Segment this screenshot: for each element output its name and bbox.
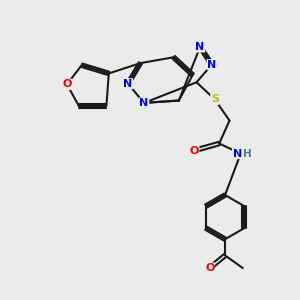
Text: H: H [243, 148, 252, 158]
Text: N: N [232, 148, 242, 158]
Text: S: S [211, 94, 219, 104]
Text: N: N [195, 42, 205, 52]
Text: N: N [207, 60, 217, 70]
Text: N: N [123, 79, 133, 89]
Text: O: O [190, 146, 199, 156]
Text: O: O [205, 263, 214, 273]
Text: N: N [140, 98, 149, 108]
Text: O: O [62, 79, 72, 89]
